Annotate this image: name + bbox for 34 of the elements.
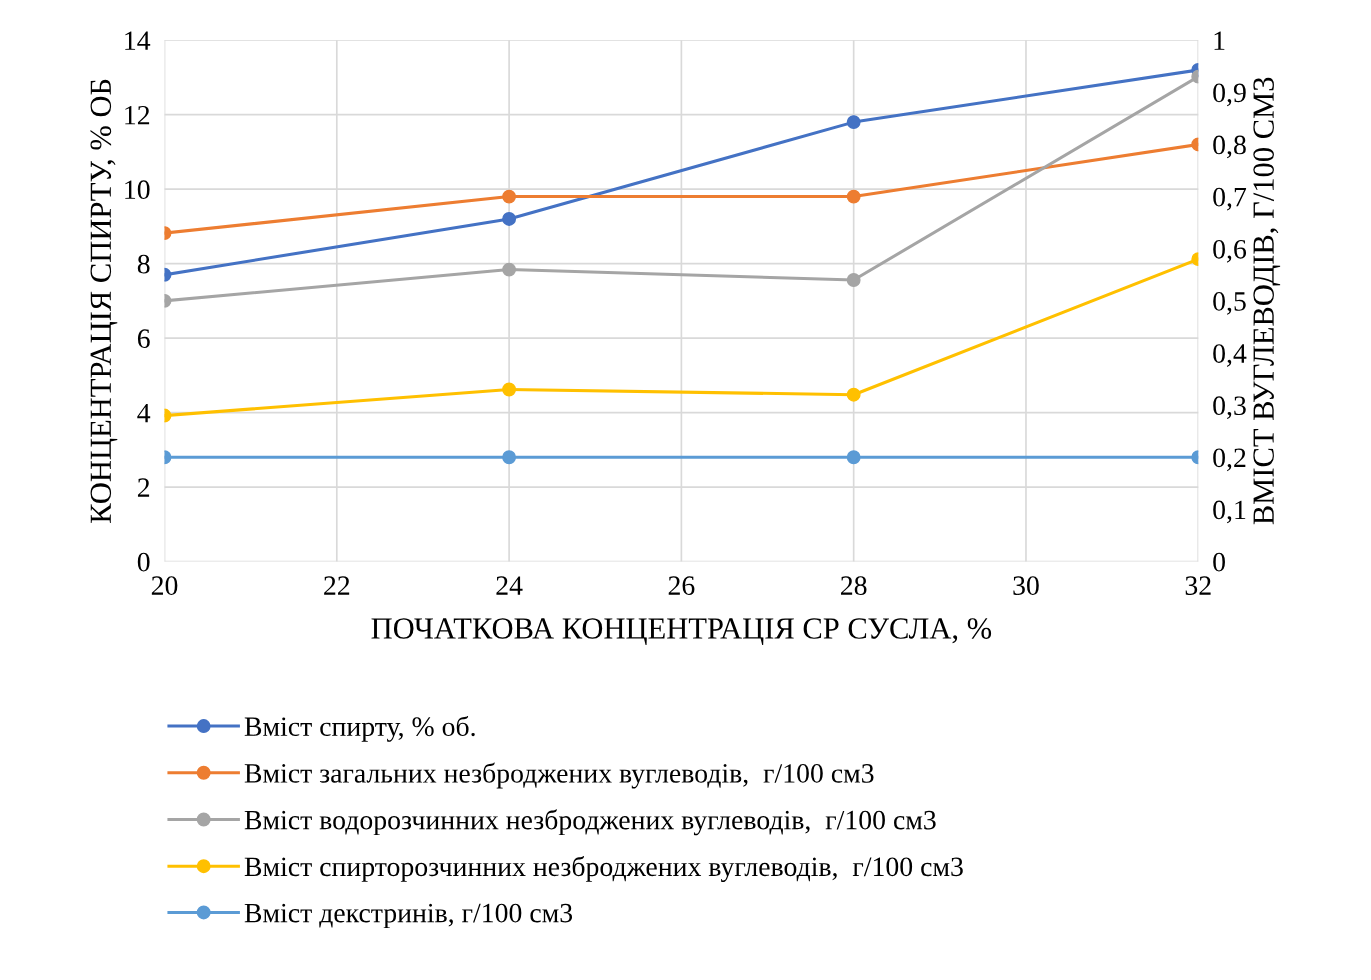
y-tick-label: 0 (137, 552, 150, 572)
y-tick-label: 4 (137, 403, 151, 423)
y-tick-label: 12 (125, 105, 150, 125)
legend-label: Вміст спирту, % об. (244, 715, 475, 742)
x-tick-label: 30 (1013, 576, 1039, 595)
y2-axis-title: ВМІСТ ВУГЛЕВОДІВ, Г/100 СМ3 (1253, 77, 1281, 525)
y2-tick-label: 0,7 (1213, 187, 1247, 211)
x-tick-label: 22 (324, 576, 350, 595)
legend-label: Вміст спирторозчинних незброджених вуглеводів, г/100 см3 (244, 856, 963, 882)
y2-tick-label: 0,1 (1213, 500, 1246, 524)
y2-tick-label: 0 (1213, 552, 1225, 572)
y2-tick-label: 0,5 (1213, 292, 1246, 315)
y2-tick-label: 0,9 (1213, 83, 1246, 107)
y-tick-label: 2 (137, 478, 150, 497)
legend-label: Вміст загальних незброджених вуглеводів, г/100 см3 (244, 762, 874, 789)
y2-tick-label: 1 (1214, 31, 1225, 50)
x-tick-label: 28 (841, 576, 867, 595)
y2-tick-label: 0,2 (1213, 448, 1246, 472)
legend-label: Вміст декстринів, г/100 см3 (244, 903, 573, 929)
y2-tick-label: 0,4 (1213, 344, 1247, 367)
x-axis-title: ПОЧАТКОВА КОНЦЕНТРАЦІЯ СР СУСЛА, % (371, 618, 992, 645)
y2-tick-label: 0,6 (1213, 239, 1247, 263)
x-tick-label: 24 (496, 576, 523, 595)
y2-tick-label: 0,3 (1213, 396, 1246, 420)
y-tick-label: 14 (125, 31, 151, 50)
y-tick-label: 10 (125, 180, 150, 200)
legend-label: Вміст водорозчинних незброджених вуглеводів, г/100 см3 (244, 809, 936, 836)
y-tick-label: 6 (137, 329, 150, 349)
y-axis-title: КОНЦЕНТРАЦІЯ СПИРТУ, % ОБ (90, 79, 118, 523)
x-tick-label: 20 (151, 576, 178, 595)
x-tick-label: 26 (668, 576, 695, 595)
y2-tick-label: 0,8 (1213, 135, 1246, 159)
x-tick-label: 32 (1185, 576, 1211, 595)
y-tick-label: 8 (137, 254, 150, 274)
